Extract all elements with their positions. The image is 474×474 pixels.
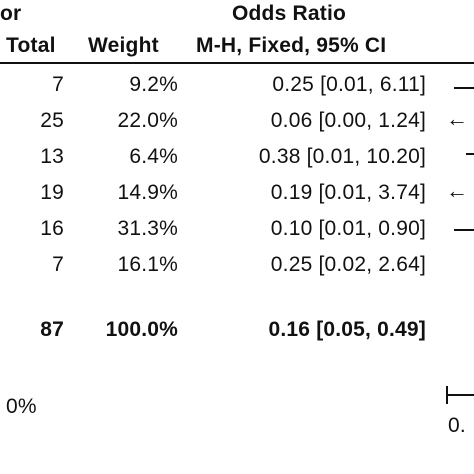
row-total: 19 <box>40 181 64 204</box>
odds-ratio-title: Odds Ratio <box>232 2 347 25</box>
row-ci: 0.10 [0.01, 0.90] <box>270 217 426 240</box>
column-header-method: M-H, Fixed, 95% CI <box>196 34 387 57</box>
left-arrow-icon: ← <box>446 178 468 203</box>
row-total: 25 <box>40 109 64 132</box>
ci-line-row-1 <box>454 87 474 89</box>
summary-total: 87 <box>40 318 64 341</box>
summary-weight: 100.0% <box>105 318 178 341</box>
row-ci: 0.06 [0.00, 1.24] <box>270 109 426 132</box>
summary-ci: 0.16 [0.05, 0.49] <box>268 318 426 341</box>
row-ci: 0.25 [0.01, 6.11] <box>272 73 426 96</box>
axis-line <box>446 394 474 396</box>
row-weight: 14.9% <box>117 181 178 204</box>
header-partial-left: or <box>0 2 22 25</box>
ci-line-row-3 <box>466 153 474 155</box>
left-arrow-icon: ← <box>446 106 468 131</box>
axis-partial-label: 0. <box>448 414 466 437</box>
row-total: 13 <box>40 145 64 168</box>
row-ci: 0.38 [0.01, 10.20] <box>258 145 426 168</box>
row-weight: 22.0% <box>117 109 178 132</box>
ci-line-row-5 <box>454 229 474 231</box>
row-ci: 0.19 [0.01, 3.74] <box>270 181 426 204</box>
heterogeneity-partial: 0% <box>6 395 37 418</box>
row-weight: 9.2% <box>129 73 178 96</box>
row-weight: 6.4% <box>129 145 178 168</box>
column-header-total: Total <box>6 34 56 57</box>
row-total: 7 <box>52 253 64 276</box>
row-weight: 16.1% <box>117 253 178 276</box>
row-total: 7 <box>52 73 64 96</box>
row-ci: 0.25 [0.02, 2.64] <box>270 253 426 276</box>
column-header-weight: Weight <box>88 34 159 57</box>
row-total: 16 <box>40 217 64 240</box>
header-rule <box>0 62 474 64</box>
row-weight: 31.3% <box>117 217 178 240</box>
